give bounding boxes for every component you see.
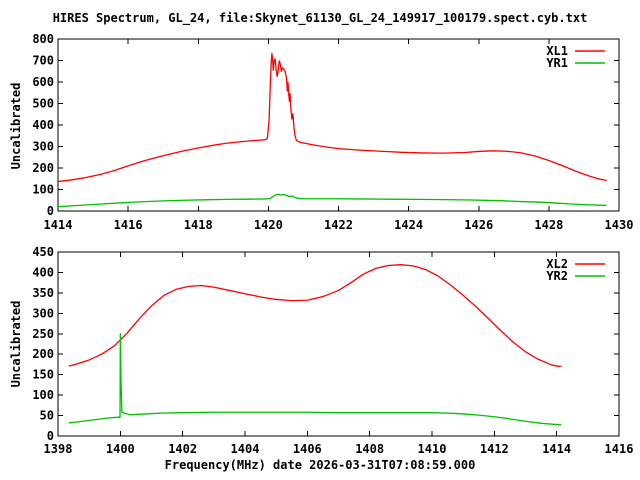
panel-bottom: 1398 1400 1402 1404 1406 1408 1410 1412 1414 1416… <box>32 245 633 456</box>
legend-label-XL2: XL2 <box>546 257 568 271</box>
series-line-XL1 <box>57 52 607 183</box>
chart-title: HIRES Spectrum, GL_24, file:Skynet_61130… <box>52 11 588 25</box>
x-tick-label: 1416 <box>605 442 634 456</box>
y-tick-label: 450 <box>32 245 54 259</box>
x-tick-label: 1430 <box>605 218 634 232</box>
x-tick-label: 1412 <box>480 442 509 456</box>
x-tick-label: 1420 <box>254 218 283 232</box>
legend-label-YR2: YR2 <box>546 269 568 283</box>
y-tick-label: 600 <box>32 75 54 89</box>
x-tick-label: 1406 <box>293 442 322 456</box>
x-tick-label: 1426 <box>464 218 493 232</box>
y-tick-label: 100 <box>32 183 54 197</box>
y-tick-label: 300 <box>32 306 54 320</box>
y-tick-label: 400 <box>32 118 54 132</box>
x-tick-label: 1428 <box>534 218 563 232</box>
legend-label-XL1: XL1 <box>546 44 568 58</box>
series-line-XL2 <box>68 264 562 368</box>
series-line-YR2 <box>68 333 562 426</box>
x-tick-label: 1408 <box>355 442 384 456</box>
y-tick-label: 400 <box>32 265 54 279</box>
plot-border <box>57 38 620 212</box>
panel-top: 1414 1416 1418 1420 1422 1424 1426 1428 1430 0 100… <box>32 32 633 232</box>
x-tick-label: 1418 <box>184 218 213 232</box>
x-tick-label: 1422 <box>324 218 353 232</box>
legend-label-YR1: YR1 <box>546 56 568 70</box>
x-tick-label: 1398 <box>44 442 73 456</box>
y-tick-label: 50 <box>40 409 54 423</box>
x-tick-label: 1410 <box>418 442 447 456</box>
y-axis-label-bottom: Uncalibrated <box>9 300 23 388</box>
x-tick-label: 1400 <box>106 442 135 456</box>
y-tick-label: 500 <box>32 97 54 111</box>
x-axis-label: Frequency(MHz) date 2026-03-31T07:08:59.… <box>164 458 476 472</box>
x-tick-label: 1414 <box>542 442 571 456</box>
y-axis-label-top: Uncalibrated <box>9 82 23 170</box>
y-tick-label: 0 <box>47 429 54 443</box>
y-tick-label: 700 <box>32 54 54 68</box>
y-tick-label: 200 <box>32 347 54 361</box>
y-tick-label: 200 <box>32 161 54 175</box>
x-tick-label: 1402 <box>168 442 197 456</box>
y-tick-label: 350 <box>32 286 54 300</box>
x-tick-label: 1424 <box>394 218 423 232</box>
y-tick-label: 800 <box>32 32 54 46</box>
y-tick-label: 100 <box>32 388 54 402</box>
y-tick-label: 300 <box>32 140 54 154</box>
y-tick-label: 250 <box>32 327 54 341</box>
y-tick-label: 0 <box>47 204 54 218</box>
plot-border <box>57 251 620 437</box>
x-tick-label: 1404 <box>231 442 260 456</box>
series-line-YR1 <box>57 193 607 208</box>
y-tick-label: 150 <box>32 368 54 382</box>
x-tick-label: 1416 <box>114 218 143 232</box>
x-tick-label: 1414 <box>44 218 73 232</box>
